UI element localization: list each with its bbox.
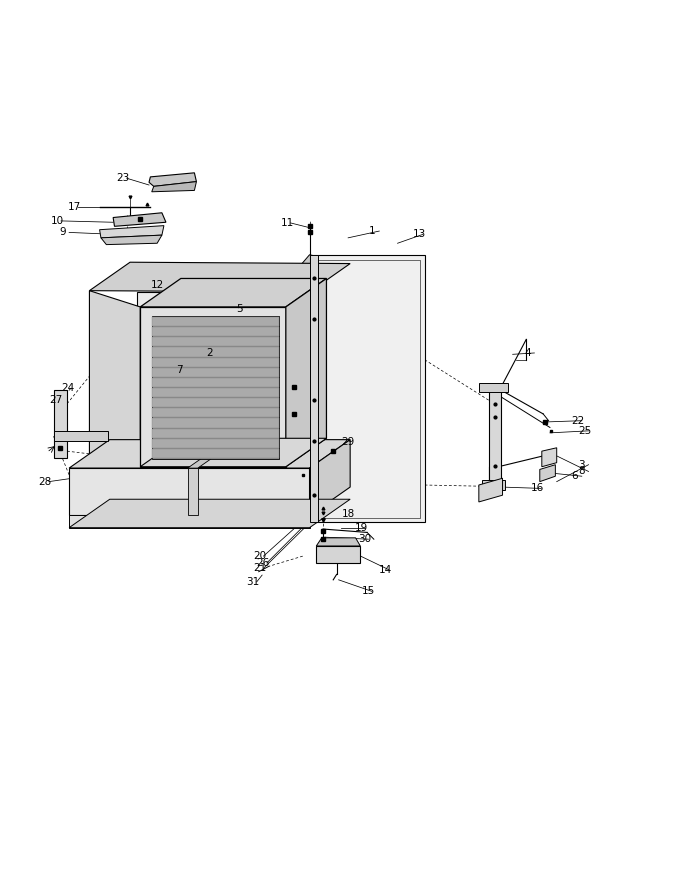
Text: 31: 31 (247, 577, 260, 587)
Polygon shape (489, 387, 501, 483)
Text: 17: 17 (68, 202, 81, 213)
Polygon shape (69, 439, 350, 468)
Text: 13: 13 (413, 229, 426, 239)
Polygon shape (149, 173, 197, 186)
Text: 3: 3 (579, 460, 585, 470)
Text: 10: 10 (51, 216, 64, 226)
Text: 5: 5 (237, 304, 243, 314)
Polygon shape (188, 468, 198, 515)
Text: 24: 24 (61, 383, 74, 393)
Text: 25: 25 (579, 426, 592, 436)
Text: 20: 20 (254, 551, 267, 561)
Text: 27: 27 (50, 395, 63, 406)
Polygon shape (137, 292, 309, 489)
Text: 12: 12 (150, 280, 164, 290)
Polygon shape (152, 348, 279, 356)
Polygon shape (54, 430, 107, 441)
Polygon shape (297, 255, 350, 292)
Polygon shape (152, 408, 279, 417)
Polygon shape (69, 499, 350, 527)
Polygon shape (152, 449, 279, 458)
Polygon shape (152, 357, 279, 367)
Polygon shape (542, 448, 557, 467)
Polygon shape (113, 213, 166, 227)
Polygon shape (152, 429, 279, 437)
Text: 23: 23 (116, 173, 130, 183)
Polygon shape (152, 439, 279, 448)
Text: 9: 9 (59, 228, 65, 237)
Polygon shape (152, 388, 279, 397)
Polygon shape (152, 368, 279, 377)
Polygon shape (152, 317, 279, 326)
Polygon shape (90, 262, 350, 292)
Polygon shape (152, 377, 279, 387)
Polygon shape (309, 255, 318, 522)
Text: 19: 19 (355, 523, 368, 533)
Polygon shape (101, 235, 162, 244)
Text: 15: 15 (362, 587, 375, 596)
Polygon shape (69, 515, 309, 527)
Polygon shape (69, 468, 309, 515)
Polygon shape (140, 279, 326, 307)
Polygon shape (309, 255, 424, 522)
Text: 21: 21 (254, 564, 267, 573)
Text: 18: 18 (341, 509, 354, 519)
Polygon shape (479, 384, 508, 392)
Text: 22: 22 (572, 415, 585, 426)
Text: 29: 29 (341, 437, 354, 447)
Polygon shape (54, 390, 67, 458)
Text: 4: 4 (524, 348, 531, 358)
Polygon shape (286, 279, 326, 467)
Polygon shape (482, 480, 505, 490)
Polygon shape (188, 439, 239, 468)
Text: 2: 2 (207, 348, 214, 358)
Text: 11: 11 (280, 218, 294, 228)
Text: 1: 1 (369, 226, 376, 236)
Text: 16: 16 (531, 483, 544, 493)
Polygon shape (152, 307, 294, 474)
Polygon shape (152, 418, 279, 428)
Text: 14: 14 (379, 564, 392, 575)
Polygon shape (316, 546, 360, 563)
Polygon shape (152, 317, 279, 459)
Text: 28: 28 (39, 476, 52, 487)
Text: 8: 8 (579, 467, 585, 476)
Polygon shape (152, 398, 279, 407)
Text: 30: 30 (358, 534, 371, 544)
Text: 26: 26 (257, 558, 270, 568)
Polygon shape (540, 465, 556, 482)
Polygon shape (316, 538, 360, 546)
Polygon shape (152, 327, 279, 336)
Polygon shape (90, 291, 140, 467)
Text: 6: 6 (572, 471, 578, 482)
Polygon shape (140, 438, 326, 467)
Polygon shape (152, 337, 279, 347)
Polygon shape (309, 439, 350, 515)
Polygon shape (99, 226, 164, 238)
Polygon shape (140, 307, 286, 467)
Polygon shape (479, 478, 503, 502)
Text: 7: 7 (176, 365, 183, 375)
Polygon shape (152, 182, 197, 191)
